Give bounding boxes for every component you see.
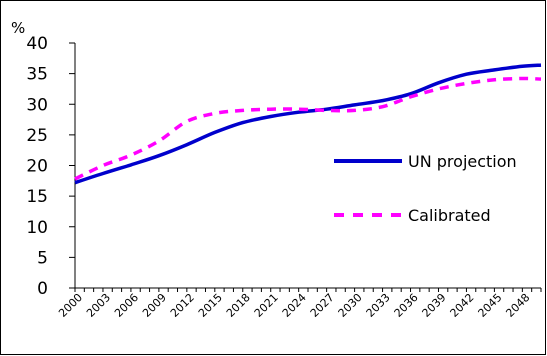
x-tick-label: 2018 xyxy=(224,291,253,320)
x-tick-label: 2030 xyxy=(336,291,365,320)
x-tick-label: 2006 xyxy=(112,291,141,320)
y-tick-label: 40 xyxy=(26,34,48,54)
series-line-un-projection xyxy=(74,63,542,185)
legend-label-un-projection: UN projection xyxy=(408,152,517,171)
legend-label-calibrated: Calibrated xyxy=(408,206,491,225)
y-tick-label: 10 xyxy=(26,218,48,238)
x-tick-label: 2048 xyxy=(503,291,532,320)
y-tick-label: 35 xyxy=(26,65,48,85)
y-tick-label: 0 xyxy=(37,279,48,299)
x-tick-label: 2042 xyxy=(448,291,477,320)
y-tick-label: 5 xyxy=(37,248,48,268)
x-tick-label: 2000 xyxy=(56,291,85,320)
x-tick-label: 2021 xyxy=(252,291,281,320)
x-tick-label: 2033 xyxy=(364,291,393,320)
y-tick-label: 20 xyxy=(26,157,48,177)
x-tick-label: 2009 xyxy=(140,291,169,320)
x-tick-label: 2003 xyxy=(84,291,113,320)
x-tick-label: 2024 xyxy=(280,291,309,320)
y-tick-label: 25 xyxy=(26,126,48,146)
x-tick-label: 2039 xyxy=(420,291,449,320)
x-tick-label: 2012 xyxy=(168,291,197,320)
y-tick-label: 15 xyxy=(26,187,48,207)
y-tick-label: 30 xyxy=(26,95,48,115)
x-tick-label: 2045 xyxy=(476,291,505,320)
y-axis-unit-label: % xyxy=(11,19,25,37)
x-tick-label: 2015 xyxy=(196,291,225,320)
x-tick-label: 2027 xyxy=(308,291,337,320)
x-tick-label: 2036 xyxy=(392,291,421,320)
